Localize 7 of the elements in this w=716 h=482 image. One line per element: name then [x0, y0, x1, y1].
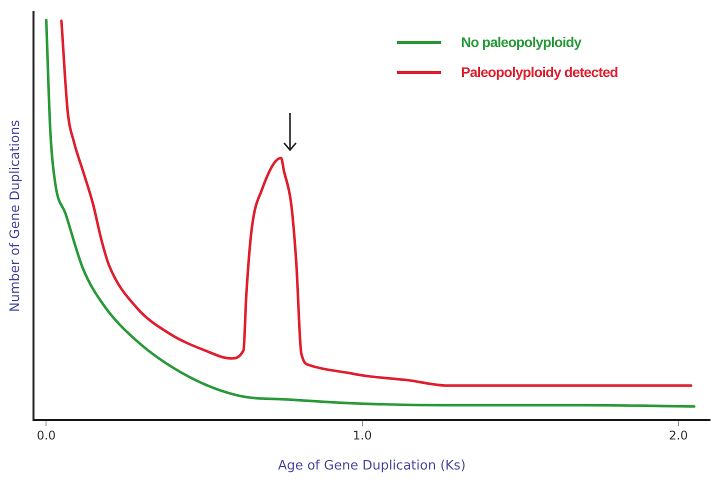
x-tick-label: 2.0: [668, 428, 688, 442]
legend-label: No paleopolyploidy: [461, 34, 582, 50]
legend-label: Paleopolyploidy detected: [461, 64, 618, 80]
x-axis-title: Age of Gene Duplication (Ks): [278, 458, 466, 474]
y-axis-title: Number of Gene Duplications: [8, 120, 24, 312]
x-tick-label: 0.0: [36, 428, 56, 442]
x-tick-label: 1.0: [352, 428, 372, 442]
